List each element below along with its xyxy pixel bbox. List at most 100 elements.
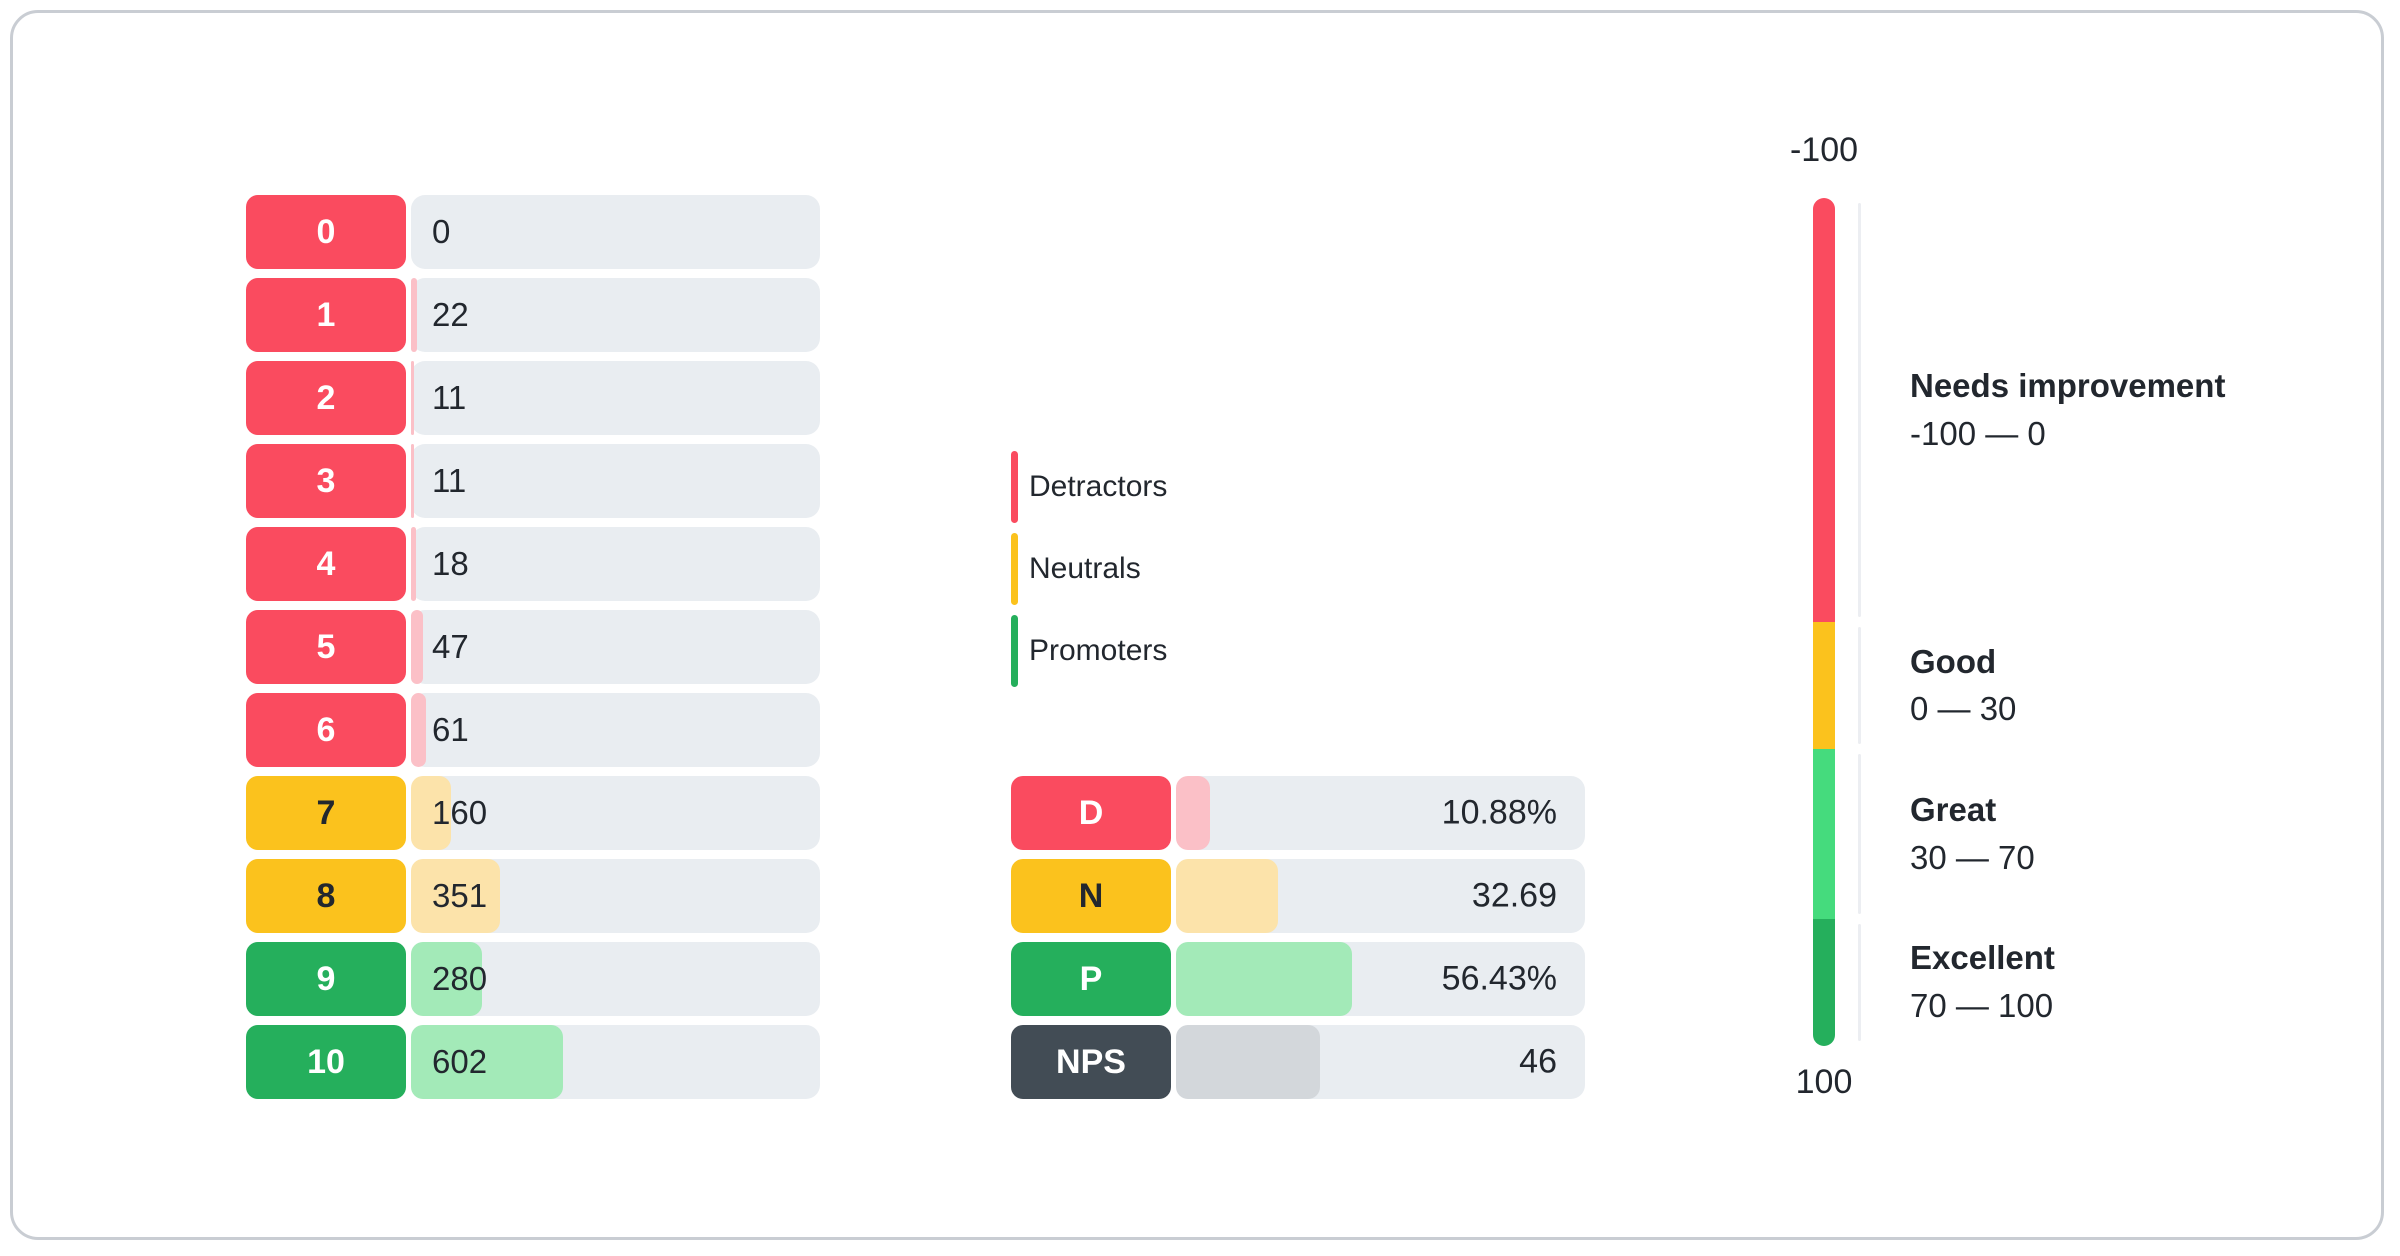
summary-row-track: 32.69 — [1176, 859, 1585, 933]
score-row-count: 351 — [432, 877, 488, 914]
score-row-fill — [411, 1025, 564, 1099]
summary-row-label: P — [1011, 942, 1171, 1016]
score-distribution-chart: 0 0 1 22 2 11 3 11 4 18 5 47 6 61 7 160 8 351 9 280 10 602 — [246, 195, 820, 1099]
legend-label: Detractors — [1029, 470, 1168, 503]
legend-item: Promoters — [1011, 615, 1167, 687]
score-row-count: 22 — [432, 296, 469, 333]
score-row-track: 11 — [411, 361, 820, 435]
score-row-count: 47 — [432, 628, 469, 665]
summary-row-fill — [1176, 776, 1211, 850]
gauge-segment — [1813, 749, 1835, 919]
score-row-count: 280 — [432, 960, 488, 997]
score-row-track: 280 — [411, 942, 820, 1016]
score-row-count: 160 — [432, 794, 488, 831]
score-row: 5 47 — [246, 610, 820, 684]
score-row-label: 2 — [246, 361, 406, 435]
score-row: 8 351 — [246, 859, 820, 933]
score-row: 3 11 — [246, 444, 820, 518]
gauge-bar — [1813, 198, 1835, 1046]
score-row-label: 3 — [246, 444, 406, 518]
score-row-count: 602 — [432, 1043, 488, 1080]
score-row-label: 1 — [246, 278, 406, 352]
score-row-fill — [411, 693, 427, 767]
gauge-min-label: -100 — [1789, 131, 1859, 169]
summary-row-track: 10.88% — [1176, 776, 1585, 850]
score-row: 7 160 — [246, 776, 820, 850]
gauge-tick-segment — [1858, 923, 1861, 1041]
detractor-swatch — [1011, 451, 1018, 523]
legend: Detractors Neutrals Promoters — [1011, 451, 1167, 687]
summary-row-label: NPS — [1011, 1025, 1171, 1099]
gauge-segment — [1813, 198, 1835, 622]
score-row-fill — [411, 942, 482, 1016]
score-row-fill — [411, 361, 414, 435]
score-row-label: 4 — [246, 527, 406, 601]
summary-row-value: 46 — [1519, 1042, 1557, 1081]
score-row: 10 602 — [246, 1025, 820, 1099]
summary-row-label: N — [1011, 859, 1171, 933]
score-row-track: 602 — [411, 1025, 820, 1099]
score-row-fill — [411, 776, 452, 850]
gauge-zone-title: Excellent — [1910, 939, 2055, 977]
score-row-fill — [411, 610, 423, 684]
gauge-zone-label: Good 0 — 30 — [1910, 638, 2016, 734]
summary-row-fill — [1176, 1025, 1320, 1099]
score-row: 9 280 — [246, 942, 820, 1016]
gauge-zone-range: 0 — 30 — [1910, 690, 2017, 728]
score-row-label: 5 — [246, 610, 406, 684]
gauge-max-label: 100 — [1795, 1063, 1853, 1101]
summary-row-fill — [1176, 942, 1353, 1016]
score-row-label: 10 — [246, 1025, 406, 1099]
score-row-count: 61 — [432, 711, 469, 748]
score-row-track: 11 — [411, 444, 820, 518]
score-row-fill — [411, 859, 500, 933]
gauge-zone-range: 30 — 70 — [1910, 839, 2035, 876]
summary-row-label: D — [1011, 776, 1171, 850]
score-row-track: 22 — [411, 278, 820, 352]
score-row-fill — [411, 278, 417, 352]
gauge-zone-label: Great 30 — 70 — [1910, 786, 2035, 882]
summary-chart: D 10.88% N 32.69 P 56.43% NPS 46 — [1011, 776, 1585, 1099]
summary-row-track: 56.43% — [1176, 942, 1585, 1016]
legend-item: Detractors — [1011, 451, 1167, 523]
gauge-zone-label: Needs improvement -100 — 0 — [1910, 362, 2225, 458]
gauge-zone-range: -100 — 0 — [1910, 415, 2046, 452]
score-row: 2 11 — [246, 361, 820, 435]
score-row-track: 160 — [411, 776, 820, 850]
score-row-track: 61 — [411, 693, 820, 767]
score-row-track: 18 — [411, 527, 820, 601]
score-row-label: 0 — [246, 195, 406, 269]
widget-card: 0 0 1 22 2 11 3 11 4 18 5 47 6 61 7 160 8 351 9 280 10 602 De… — [10, 10, 2384, 1240]
score-row-fill — [411, 444, 414, 518]
promoter-swatch — [1011, 615, 1018, 687]
score-row-count: 0 — [432, 213, 451, 250]
score-row-track: 0 — [411, 195, 820, 269]
gauge-segment — [1813, 918, 1835, 1046]
gauge-zone-title: Good — [1910, 642, 1997, 680]
summary-row-track: 46 — [1176, 1025, 1585, 1099]
gauge-tick-segment — [1858, 754, 1861, 914]
score-row-count: 18 — [432, 545, 469, 582]
gauge-tick-line — [1858, 198, 1861, 1046]
summary-row: N 32.69 — [1011, 859, 1585, 933]
gauge-tick-segment — [1858, 627, 1861, 745]
score-row-track: 351 — [411, 859, 820, 933]
score-row: 6 61 — [246, 693, 820, 767]
summary-row-value: 32.69 — [1471, 876, 1557, 915]
score-row-label: 8 — [246, 859, 406, 933]
summary-row: D 10.88% — [1011, 776, 1585, 850]
summary-row: P 56.43% — [1011, 942, 1585, 1016]
gauge-zone-labels: Needs improvement -100 — 0 Good 0 — 30 Great… — [1910, 198, 2330, 1046]
gauge-tick-segment — [1858, 203, 1861, 617]
score-row: 1 22 — [246, 278, 820, 352]
gauge-zone-label: Excellent 70 — 100 — [1910, 935, 2055, 1031]
summary-row-value: 10.88% — [1441, 793, 1557, 832]
neutral-swatch — [1011, 533, 1018, 605]
legend-label: Promoters — [1029, 634, 1168, 667]
score-row: 4 18 — [246, 527, 820, 601]
score-row-track: 47 — [411, 610, 820, 684]
gauge-segment — [1813, 622, 1835, 750]
gauge-zone-title: Great — [1910, 791, 1997, 829]
summary-row: NPS 46 — [1011, 1025, 1585, 1099]
